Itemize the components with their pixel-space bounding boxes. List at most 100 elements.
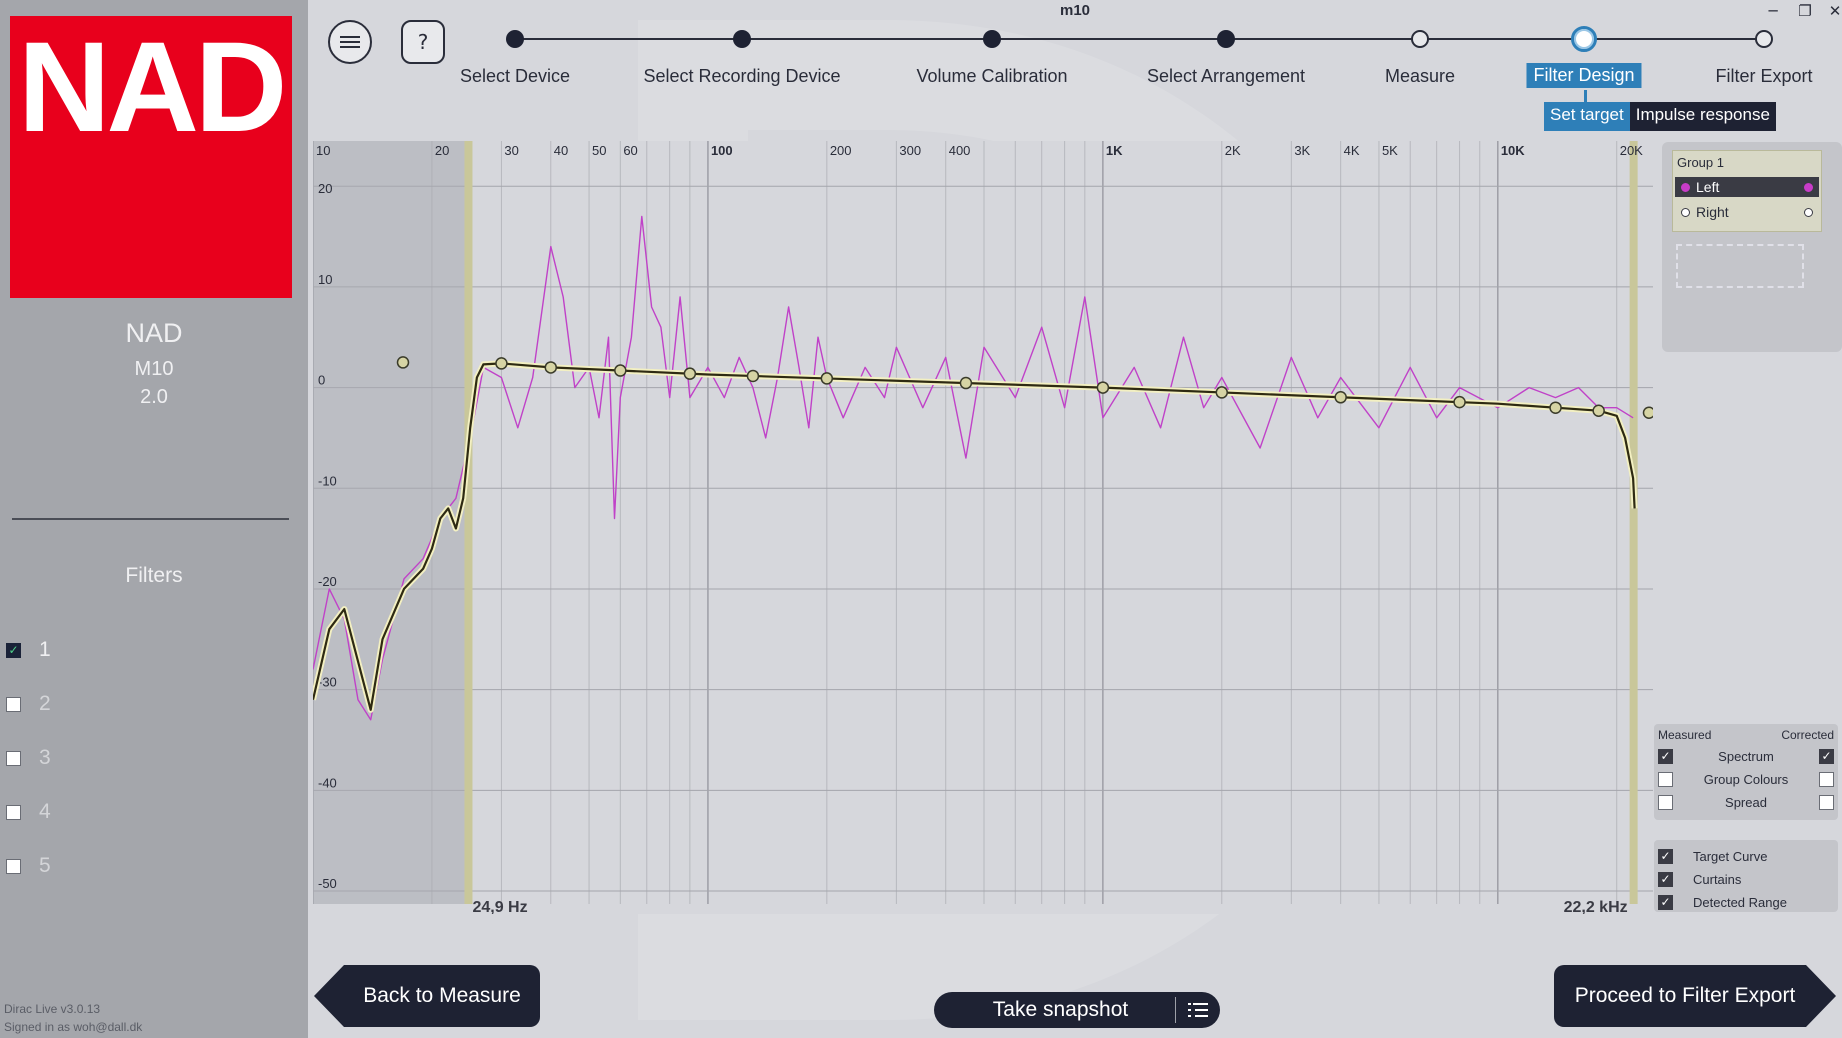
target-nodes[interactable]: [396, 356, 1654, 419]
display-option[interactable]: ✓ Detected Range: [1658, 892, 1834, 912]
list-icon: [1188, 1003, 1208, 1017]
y-tick-label: -30: [318, 675, 337, 690]
y-tick-label: 0: [318, 373, 325, 388]
group-title: Group 1: [1677, 155, 1724, 170]
x-tick-label: 10K: [1501, 143, 1525, 158]
measured-checkbox[interactable]: [1658, 794, 1673, 810]
spectrum-legend: Measured Corrected ✓ Spectrum ✓ Group Colou…: [1654, 724, 1838, 820]
step-label[interactable]: Select Recording Device: [643, 66, 841, 86]
high-handle[interactable]: [1642, 406, 1654, 419]
tab-set-target[interactable]: Set target: [1544, 102, 1630, 131]
device-version: 2.0: [140, 386, 168, 408]
proceed-to-filter-export-button[interactable]: Proceed to Filter Export: [1554, 965, 1836, 1027]
step-label[interactable]: Filter Design: [1526, 63, 1642, 88]
filter-item[interactable]: 2: [6, 690, 51, 718]
corrected-checkbox[interactable]: [1819, 771, 1834, 787]
window-title: m10: [1059, 2, 1091, 19]
display-option[interactable]: ✓ Curtains: [1658, 869, 1834, 889]
frequency-response-chart[interactable]: 10 20 30 40 50 60 100 200 300 400 1K 2K 3K 4K 5K 10K 20K…: [313, 141, 1653, 914]
target-node[interactable]: [1453, 395, 1466, 409]
step-dot[interactable]: [1755, 30, 1773, 48]
x-tick-label: 10: [316, 143, 330, 158]
target-node[interactable]: [1592, 404, 1605, 417]
filter-item[interactable]: 4: [6, 798, 51, 826]
display-option[interactable]: ✓ Target Curve: [1658, 846, 1834, 866]
restore-button[interactable]: ❐: [1798, 2, 1812, 20]
filter-checkbox[interactable]: [6, 858, 21, 874]
channel-right[interactable]: Right: [1675, 202, 1819, 222]
gain-handle[interactable]: [396, 356, 410, 369]
empty-group-slot[interactable]: [1676, 244, 1804, 288]
target-node[interactable]: [544, 361, 558, 374]
x-tick-label: 30: [504, 143, 518, 158]
minimize-button[interactable]: ─: [1768, 2, 1778, 20]
step-dot[interactable]: [983, 30, 1001, 48]
measured-checkbox[interactable]: [1658, 771, 1673, 787]
step-dot[interactable]: [506, 30, 524, 48]
filter-item[interactable]: 3: [6, 744, 51, 772]
filter-checkbox[interactable]: [6, 750, 21, 766]
take-snapshot-button[interactable]: Take snapshot: [934, 992, 1220, 1028]
display-checkbox[interactable]: ✓: [1658, 871, 1673, 887]
channel-visibility-dot[interactable]: [1804, 207, 1813, 217]
x-tick-label: 40: [554, 143, 568, 158]
target-node[interactable]: [1096, 381, 1110, 394]
snapshot-list-button[interactable]: [1176, 1002, 1220, 1018]
target-node[interactable]: [959, 376, 973, 390]
corrected-checkbox[interactable]: ✓: [1819, 748, 1834, 764]
target-node[interactable]: [495, 357, 508, 370]
help-button[interactable]: ?: [401, 20, 445, 64]
display-checkbox[interactable]: ✓: [1658, 894, 1673, 910]
step-dot[interactable]: [1411, 30, 1429, 48]
high-curtain-handle[interactable]: [1629, 141, 1638, 904]
filter-checkbox[interactable]: [6, 696, 21, 712]
target-node[interactable]: [820, 372, 834, 385]
legend-label: Spectrum: [1718, 748, 1774, 764]
filter-checkbox[interactable]: ✓: [6, 642, 21, 658]
y-tick-label: -20: [318, 574, 337, 589]
step-dot[interactable]: [1571, 26, 1597, 52]
target-node[interactable]: [746, 369, 760, 383]
step-dot[interactable]: [1217, 30, 1235, 48]
x-tick-label: 100: [711, 143, 733, 158]
target-node[interactable]: [1549, 401, 1562, 414]
display-label: Curtains: [1693, 871, 1742, 887]
filter-item[interactable]: 5: [6, 852, 51, 880]
measured-checkbox[interactable]: ✓: [1658, 748, 1673, 764]
low-curtain[interactable]: [313, 141, 470, 904]
menu-button[interactable]: [328, 20, 372, 64]
y-axis-ticks: 20 10 0 -10 -20 -30 -40 -50: [318, 181, 337, 891]
legend-row: Spread: [1658, 792, 1834, 812]
target-node[interactable]: [683, 367, 697, 380]
step-label[interactable]: Select Device: [459, 66, 571, 86]
target-node[interactable]: [1334, 391, 1347, 404]
step-label[interactable]: Filter Export: [1715, 66, 1813, 86]
x-tick-label: 200: [830, 143, 852, 158]
channel-left[interactable]: Left: [1675, 177, 1819, 197]
target-node[interactable]: [614, 364, 627, 377]
low-curtain-label: 24,9 Hz: [472, 899, 527, 914]
channel-visibility-dot[interactable]: [1804, 182, 1813, 192]
filter-checkbox[interactable]: [6, 804, 21, 820]
legend-row: ✓ Spectrum ✓: [1658, 746, 1834, 766]
step-label[interactable]: Volume Calibration: [916, 66, 1068, 86]
step-label[interactable]: Measure: [1384, 66, 1456, 86]
y-tick-label: -40: [318, 775, 337, 790]
sidebar: NAD NAD M10 2.0 Filters ✓ 1 2 3 4 5 Dirac Liv…: [0, 0, 308, 1038]
proceed-label: Proceed to Filter Export: [1574, 984, 1796, 1007]
corrected-checkbox[interactable]: [1819, 794, 1834, 810]
step-label[interactable]: Select Arrangement: [1146, 66, 1306, 86]
x-tick-label: 20K: [1620, 143, 1643, 158]
filter-item[interactable]: ✓ 1: [6, 636, 51, 664]
filter-label: 5: [39, 854, 51, 877]
group-box: Group 1 Left Right: [1672, 150, 1822, 232]
target-node[interactable]: [1215, 386, 1229, 399]
channel-label: Right: [1696, 204, 1729, 220]
display-checkbox[interactable]: ✓: [1658, 848, 1673, 864]
back-to-measure-button[interactable]: Back to Measure: [314, 965, 540, 1027]
low-curtain-handle[interactable]: [464, 141, 473, 904]
tab-impulse-response[interactable]: Impulse response: [1629, 102, 1776, 131]
x-tick-label: 400: [949, 143, 971, 158]
close-button[interactable]: ✕: [1828, 2, 1842, 20]
step-dot[interactable]: [733, 30, 751, 48]
